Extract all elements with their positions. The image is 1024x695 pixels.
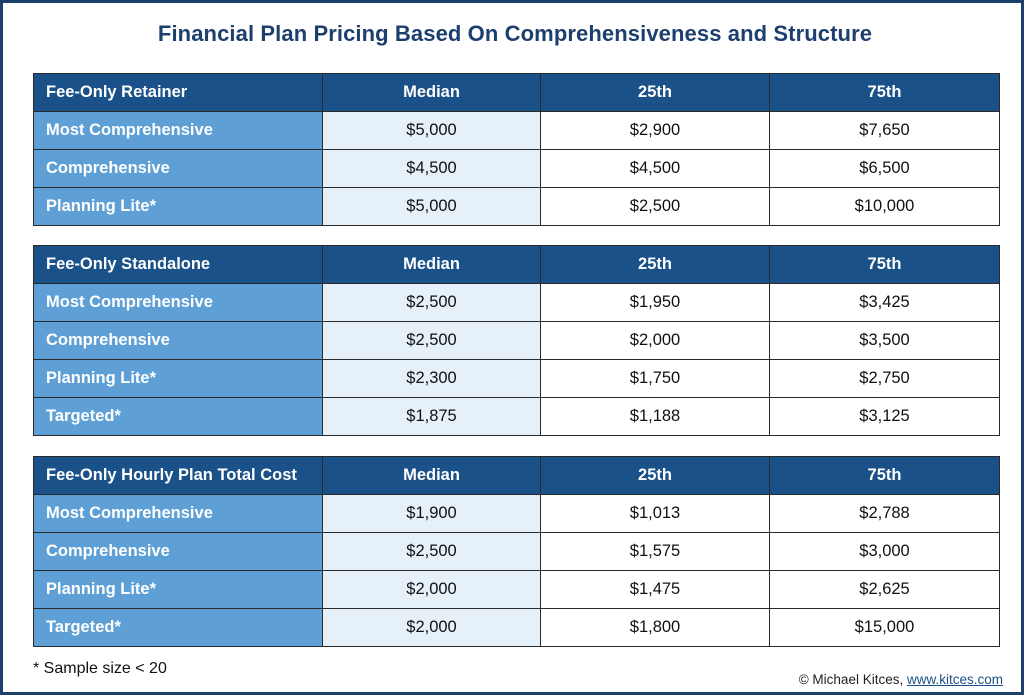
p25-value: $2,000: [540, 321, 770, 360]
p25-value: $1,575: [540, 532, 770, 571]
p75-value: $2,625: [769, 570, 1000, 609]
table-header-row: Fee-Only Retainer Median 25th 75th: [33, 73, 1000, 112]
table-row: Planning Lite* $5,000 $2,500 $10,000: [33, 187, 1000, 226]
table-row: Targeted* $2,000 $1,800 $15,000: [33, 608, 1000, 647]
p75-value: $6,500: [769, 149, 1000, 188]
row-label: Most Comprehensive: [33, 283, 323, 322]
credit-text: © Michael Kitces,: [798, 672, 907, 687]
table-row: Comprehensive $2,500 $1,575 $3,000: [33, 532, 1000, 571]
column-header-median: Median: [322, 456, 541, 495]
row-label: Most Comprehensive: [33, 111, 323, 150]
table-row: Planning Lite* $2,000 $1,475 $2,625: [33, 570, 1000, 609]
page-title: Financial Plan Pricing Based On Comprehe…: [157, 21, 873, 46]
table-row: Most Comprehensive $1,900 $1,013 $2,788: [33, 494, 1000, 533]
p25-value: $2,500: [540, 187, 770, 226]
p75-value: $15,000: [769, 608, 1000, 647]
p25-value: $1,800: [540, 608, 770, 647]
median-value: $2,300: [322, 359, 541, 398]
median-value: $1,875: [322, 397, 541, 436]
table-fee-only-retainer: Fee-Only Retainer Median 25th 75th Most …: [33, 73, 1000, 226]
p75-value: $3,425: [769, 283, 1000, 322]
row-label: Planning Lite*: [33, 359, 323, 398]
median-value: $1,900: [322, 494, 541, 533]
p25-value: $2,900: [540, 111, 770, 150]
section-title: Fee-Only Retainer: [33, 73, 323, 112]
row-label: Planning Lite*: [33, 570, 323, 609]
p75-value: $3,125: [769, 397, 1000, 436]
p75-value: $2,750: [769, 359, 1000, 398]
column-header-75th: 75th: [769, 456, 1000, 495]
row-label: Comprehensive: [33, 532, 323, 571]
p75-value: $3,000: [769, 532, 1000, 571]
median-value: $4,500: [322, 149, 541, 188]
column-header-25th: 25th: [540, 456, 770, 495]
row-label: Comprehensive: [33, 321, 323, 360]
credit-line: © Michael Kitces, www.kitces.com: [799, 672, 1003, 687]
row-label: Targeted*: [33, 608, 323, 647]
p25-value: $1,750: [540, 359, 770, 398]
row-label: Most Comprehensive: [33, 494, 323, 533]
column-header-75th: 75th: [769, 73, 1000, 112]
table-row: Comprehensive $4,500 $4,500 $6,500: [33, 149, 1000, 188]
median-value: $2,000: [322, 608, 541, 647]
column-header-25th: 25th: [540, 73, 770, 112]
table-row: Planning Lite* $2,300 $1,750 $2,750: [33, 359, 1000, 398]
footnote: * Sample size < 20: [33, 660, 167, 677]
p75-value: $10,000: [769, 187, 1000, 226]
p25-value: $4,500: [540, 149, 770, 188]
median-value: $5,000: [322, 111, 541, 150]
median-value: $2,500: [322, 321, 541, 360]
section-title: Fee-Only Standalone: [33, 245, 323, 284]
median-value: $2,000: [322, 570, 541, 609]
median-value: $2,500: [322, 532, 541, 571]
p75-value: $7,650: [769, 111, 1000, 150]
row-label: Planning Lite*: [33, 187, 323, 226]
median-value: $2,500: [322, 283, 541, 322]
table-row: Most Comprehensive $5,000 $2,900 $7,650: [33, 111, 1000, 150]
table-row: Targeted* $1,875 $1,188 $3,125: [33, 397, 1000, 436]
kitces-link[interactable]: www.kitces.com: [906, 672, 1003, 687]
table-fee-only-standalone: Fee-Only Standalone Median 25th 75th Mos…: [33, 245, 1000, 436]
row-label: Comprehensive: [33, 149, 323, 188]
column-header-median: Median: [322, 245, 541, 284]
p25-value: $1,013: [540, 494, 770, 533]
p75-value: $2,788: [769, 494, 1000, 533]
table-row: Comprehensive $2,500 $2,000 $3,500: [33, 321, 1000, 360]
table-fee-only-hourly: Fee-Only Hourly Plan Total Cost Median 2…: [33, 456, 1000, 647]
p25-value: $1,475: [540, 570, 770, 609]
p25-value: $1,188: [540, 397, 770, 436]
column-header-median: Median: [322, 73, 541, 112]
table-header-row: Fee-Only Hourly Plan Total Cost Median 2…: [33, 456, 1000, 495]
median-value: $5,000: [322, 187, 541, 226]
p75-value: $3,500: [769, 321, 1000, 360]
column-header-75th: 75th: [769, 245, 1000, 284]
table-row: Most Comprehensive $2,500 $1,950 $3,425: [33, 283, 1000, 322]
table-header-row: Fee-Only Standalone Median 25th 75th: [33, 245, 1000, 284]
p25-value: $1,950: [540, 283, 770, 322]
row-label: Targeted*: [33, 397, 323, 436]
column-header-25th: 25th: [540, 245, 770, 284]
section-title: Fee-Only Hourly Plan Total Cost: [33, 456, 323, 495]
